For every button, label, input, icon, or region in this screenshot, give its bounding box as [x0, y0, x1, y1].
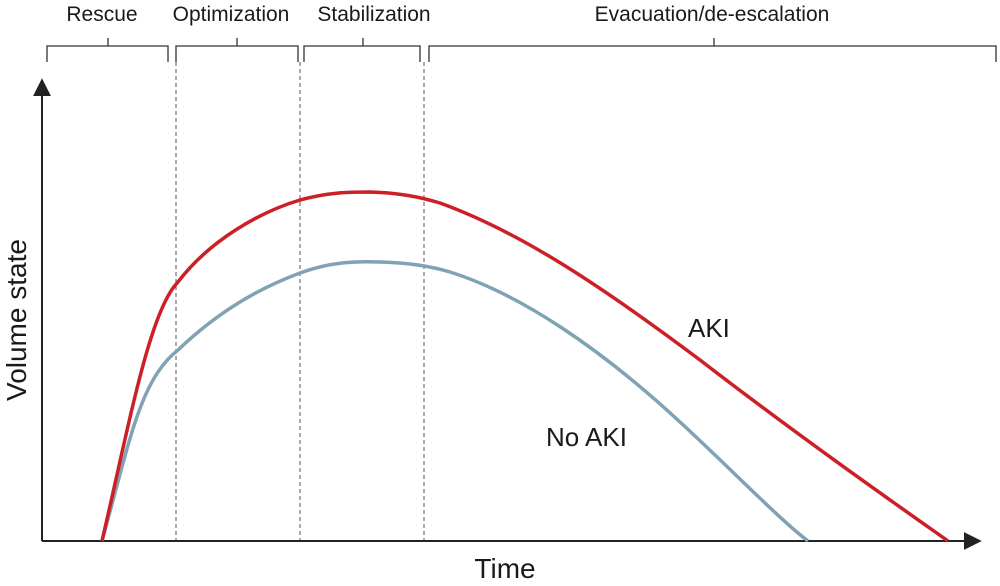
curve-aki — [100, 190, 950, 543]
phase-brackets — [46, 38, 997, 62]
x-axis-label: Time — [474, 553, 535, 584]
bracket-evacuation — [428, 38, 997, 62]
phase-label-evacuation: Evacuation/de-escalation — [595, 3, 830, 26]
curve-label-aki: AKI — [688, 313, 730, 343]
bracket-stabilization — [303, 38, 421, 62]
phase-label-stabilization: Stabilization — [317, 3, 430, 26]
phase-label-rescue: Rescue — [66, 3, 137, 26]
curve-no-aki — [100, 259, 810, 543]
bracket-rescue — [46, 38, 169, 62]
curve-label-no-aki: No AKI — [546, 422, 627, 452]
phase-dividers — [175, 62, 425, 540]
axes — [33, 78, 982, 550]
phase-labels: Rescue Optimization Stabilization Evacua… — [66, 3, 829, 26]
y-axis-label: Volume state — [1, 239, 32, 401]
phase-label-optimization: Optimization — [173, 3, 290, 26]
bracket-optimization — [175, 38, 299, 62]
